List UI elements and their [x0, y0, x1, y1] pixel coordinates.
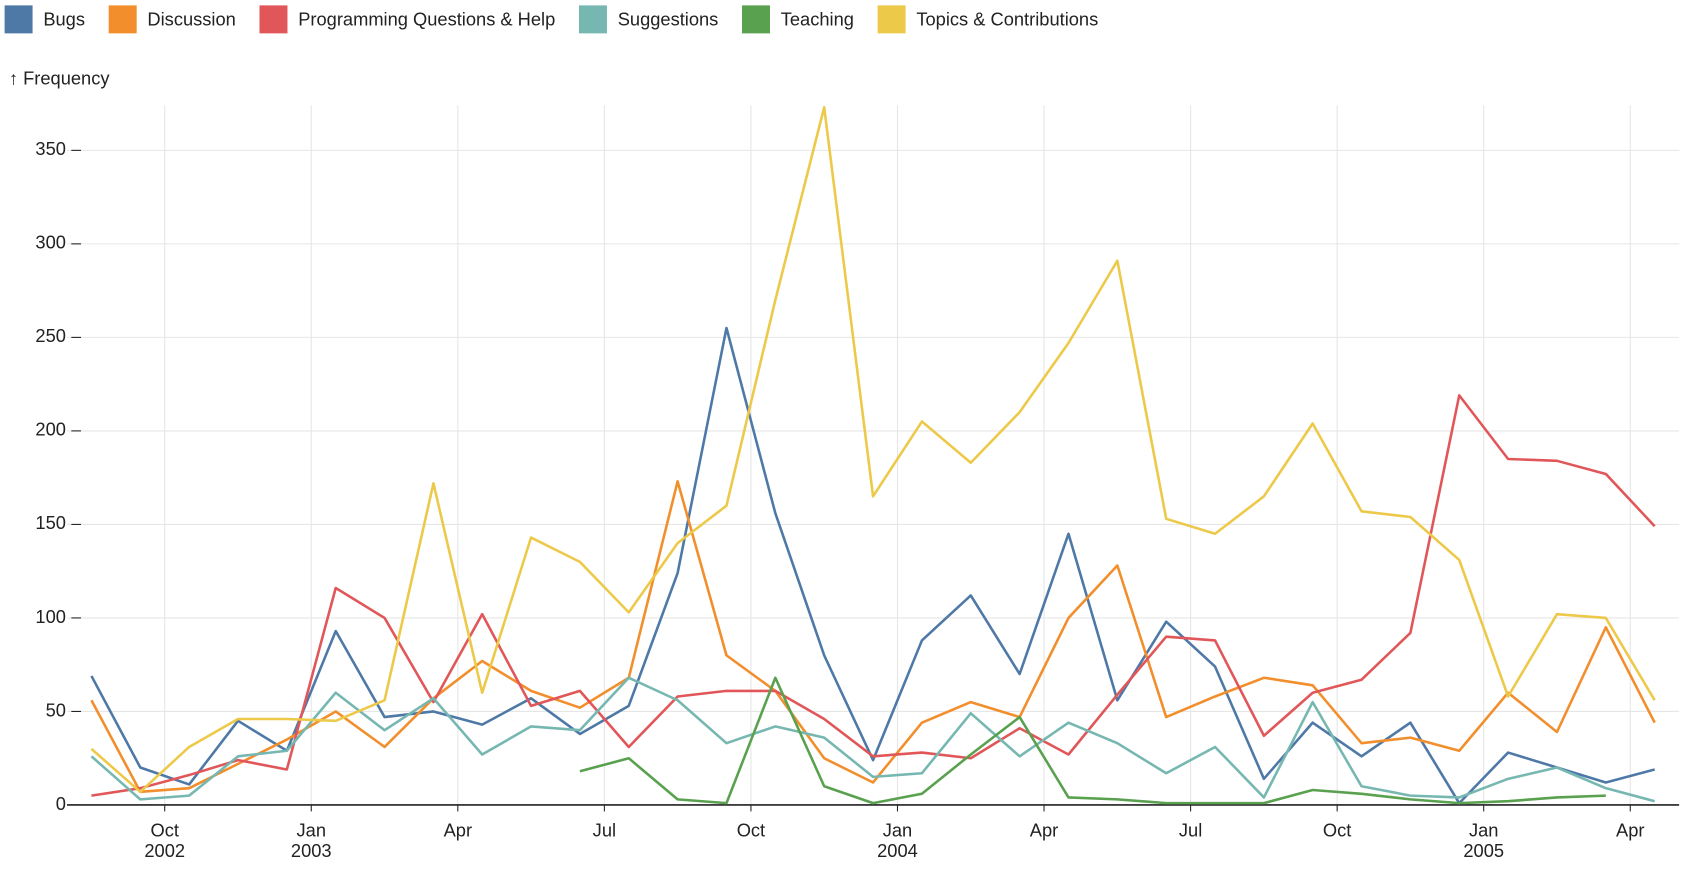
legend-swatch: [742, 5, 770, 34]
y-tick-label: 50: [46, 699, 66, 720]
y-tick-label: 200: [35, 419, 66, 440]
series-line: [90, 326, 1656, 805]
series-line: [579, 676, 1606, 805]
legend-label: Bugs: [43, 8, 85, 29]
legend-swatch: [259, 5, 288, 34]
x-tick-label: Oct: [1323, 820, 1351, 841]
legend-label: Programming Questions & Help: [298, 8, 555, 29]
x-tick-label: Oct: [737, 820, 765, 841]
y-tick-label: 150: [35, 512, 66, 533]
y-axis-label: ↑ Frequency: [9, 67, 110, 88]
x-tick-label: Jan: [883, 820, 912, 841]
x-tick-label: Apr: [1616, 820, 1644, 841]
legend-swatch: [877, 5, 906, 34]
x-tick-label: Jan: [297, 820, 326, 841]
x-tick-label: Jan: [1469, 820, 1498, 841]
y-tick-label: 100: [35, 606, 66, 627]
x-tick-label: Jul: [1179, 820, 1202, 841]
legend-swatch: [4, 5, 33, 34]
x-tick-label: Jul: [593, 820, 616, 841]
legend-label: Suggestions: [618, 8, 719, 29]
x-tick-label: Apr: [444, 820, 472, 841]
y-tick-label: 300: [35, 232, 66, 253]
series-line: [91, 394, 1656, 797]
legend-label: Topics & Contributions: [916, 8, 1098, 29]
legend-label: Teaching: [781, 8, 854, 29]
series-line: [90, 106, 1656, 794]
y-tick-label: 250: [35, 325, 66, 346]
y-tick-label: 350: [35, 138, 66, 159]
legend-swatch: [108, 5, 137, 34]
x-tick-label: Apr: [1030, 820, 1058, 841]
y-tick-label: 0: [56, 793, 66, 814]
x-tick-label: 2002: [144, 840, 185, 861]
x-tick-label: 2005: [1463, 840, 1504, 861]
x-tick-label: 2003: [291, 840, 332, 861]
x-tick-label: Oct: [150, 820, 178, 841]
legend-swatch: [578, 5, 607, 34]
series-line: [90, 480, 1656, 794]
legend-label: Discussion: [147, 8, 235, 29]
series-line: [90, 676, 1656, 803]
x-tick-label: 2004: [877, 840, 918, 861]
